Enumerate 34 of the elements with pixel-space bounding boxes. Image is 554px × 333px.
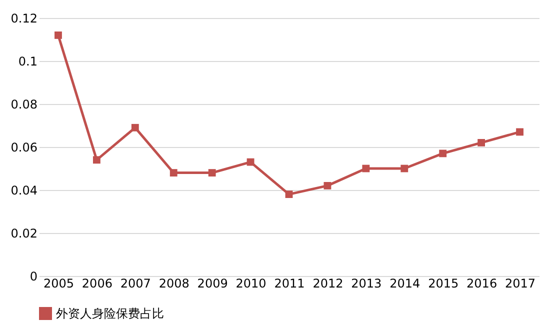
- x-tick-label: 2006: [82, 276, 112, 290]
- y-tick-label: 0.06: [10, 140, 38, 154]
- point: [439, 150, 447, 158]
- x-tick-label: 2014: [390, 276, 420, 290]
- point: [54, 31, 62, 39]
- y-tick-label: 0.04: [10, 184, 38, 198]
- point: [400, 164, 408, 172]
- x-tick-label: 2017: [504, 276, 536, 290]
- x-tick-label: 2013: [351, 276, 382, 290]
- x-tick-label: 2010: [236, 276, 266, 290]
- x-tick-label: 2009: [197, 276, 228, 290]
- y-tick-label: 0.12: [10, 12, 38, 26]
- x-tick-label: 2005: [43, 276, 74, 290]
- x-tick-label: 2011: [274, 276, 305, 290]
- point: [285, 190, 293, 198]
- y-tick-label: 0.08: [10, 98, 38, 112]
- point: [131, 124, 139, 132]
- y-tick-label: 0.02: [10, 226, 38, 240]
- point: [324, 182, 332, 190]
- y-tick-label: 0: [30, 270, 38, 284]
- x-tick-label: 2008: [158, 276, 190, 290]
- y-tick-label: 0.1: [18, 54, 38, 68]
- point: [92, 156, 100, 164]
- legend-label: 外资人身险保费占比: [56, 306, 164, 320]
- point: [170, 169, 178, 177]
- point: [478, 138, 486, 146]
- point: [516, 128, 524, 136]
- point: [246, 158, 254, 166]
- x-tick-label: 2007: [120, 276, 151, 290]
- x-tick-label: 2012: [312, 276, 344, 290]
- x-tick-label: 2016: [466, 276, 498, 290]
- point: [362, 164, 370, 172]
- x-tick-label: 2015: [428, 276, 459, 290]
- point: [208, 169, 216, 177]
